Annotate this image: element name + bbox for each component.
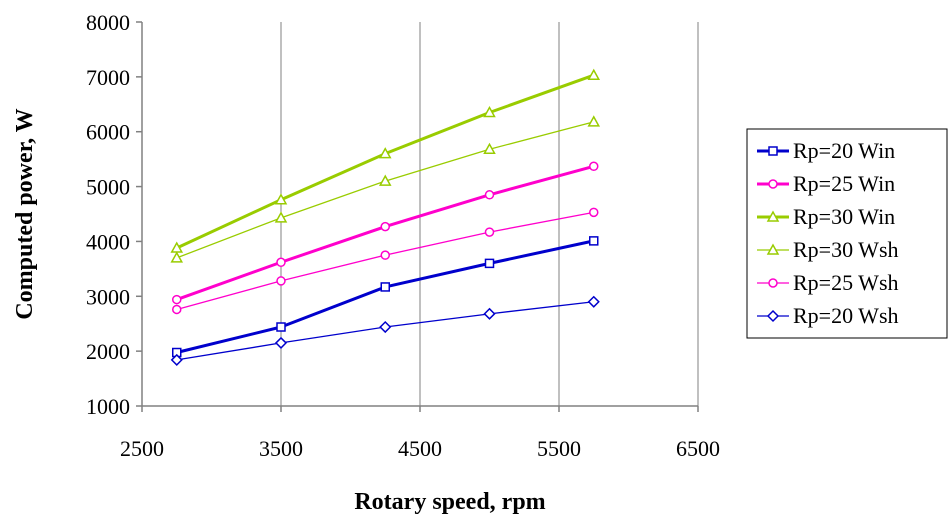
tick-labels: 1000 2000 3000 4000 5000 6000 7000 8000 2500 3500… [86,10,720,461]
data-point [274,193,288,205]
series-line [176,164,595,301]
data-point [378,174,392,186]
data-point [274,211,288,223]
legend-label: Rp=25 Wsh [793,270,899,295]
legend-swatch-marker [766,210,780,222]
legend-label: Rp=25 Win [793,171,895,196]
x-tick-label: 3500 [259,436,303,461]
axes [136,21,699,412]
legend-label: Rp=30 Wsh [793,237,899,262]
data-point [274,336,288,349]
x-tick-label: 4500 [398,436,442,461]
legend-entry: Rp=20 Wsh [757,303,899,328]
data-point [276,276,286,286]
series-rp-20-win [172,236,599,358]
data-point [589,161,599,172]
y-tick-label: 6000 [86,120,130,145]
legend-label: Rp=20 Win [793,138,895,163]
data-point [172,294,182,305]
data-point [276,322,286,332]
legend-entry: Rp=30 Win [757,204,895,229]
y-tick-label: 8000 [86,10,130,35]
legend-swatch-marker [766,243,780,255]
legend-label: Rp=30 Win [793,204,895,229]
series-rp-30-wsh [170,115,601,263]
y-axis-title: Computed power, W [12,108,38,319]
data-point [484,227,495,237]
y-tick-label: 5000 [86,175,130,200]
data-point [170,353,183,366]
series-rp-20-wsh [170,295,600,366]
data-point [484,190,495,200]
x-axis-title: Rotary speed, rpm [354,489,545,515]
legend-swatch-marker [768,179,778,189]
data-point [483,105,496,118]
grid-lines [280,22,699,406]
legend-entry: Rp=25 Win [757,171,895,196]
y-tick-label: 3000 [86,284,130,309]
x-tick-label: 2500 [120,436,164,461]
legend-entry: Rp=20 Win [757,138,895,163]
data-point [380,250,390,260]
series-rp-25-win [172,161,599,305]
x-tick-label: 5500 [537,436,581,461]
legend-entry: Rp=30 Wsh [757,237,899,262]
data-point [587,68,601,80]
data-point [378,147,392,159]
series-line [176,121,594,259]
legend: Rp=20 Win Rp=25 Win Rp=30 Win Rp=30 Wsh Rp=2… [746,128,948,339]
series-lines [170,68,601,366]
data-point [380,221,390,232]
data-point [379,320,392,334]
y-tick-label: 7000 [86,65,130,90]
data-point [484,258,495,269]
data-point [172,304,182,315]
series-rp-25-wsh [172,207,599,315]
legend-entry: Rp=25 Wsh [757,270,899,295]
data-point [589,207,599,218]
y-tick-label: 1000 [86,394,130,419]
data-point [587,295,600,308]
x-tick-label: 6500 [676,436,720,461]
data-point [380,282,390,292]
data-point [589,236,599,246]
data-point [587,115,601,127]
legend-swatch-marker [768,146,778,156]
legend-box [746,128,948,339]
data-point [483,142,496,155]
legend-label: Rp=20 Wsh [793,303,899,328]
data-point [483,307,496,320]
data-point [276,257,286,268]
legend-swatch-marker [766,309,780,323]
legend-swatch-marker [768,278,778,288]
y-tick-label: 4000 [86,229,130,254]
data-point [170,251,184,263]
y-tick-label: 2000 [86,339,130,364]
